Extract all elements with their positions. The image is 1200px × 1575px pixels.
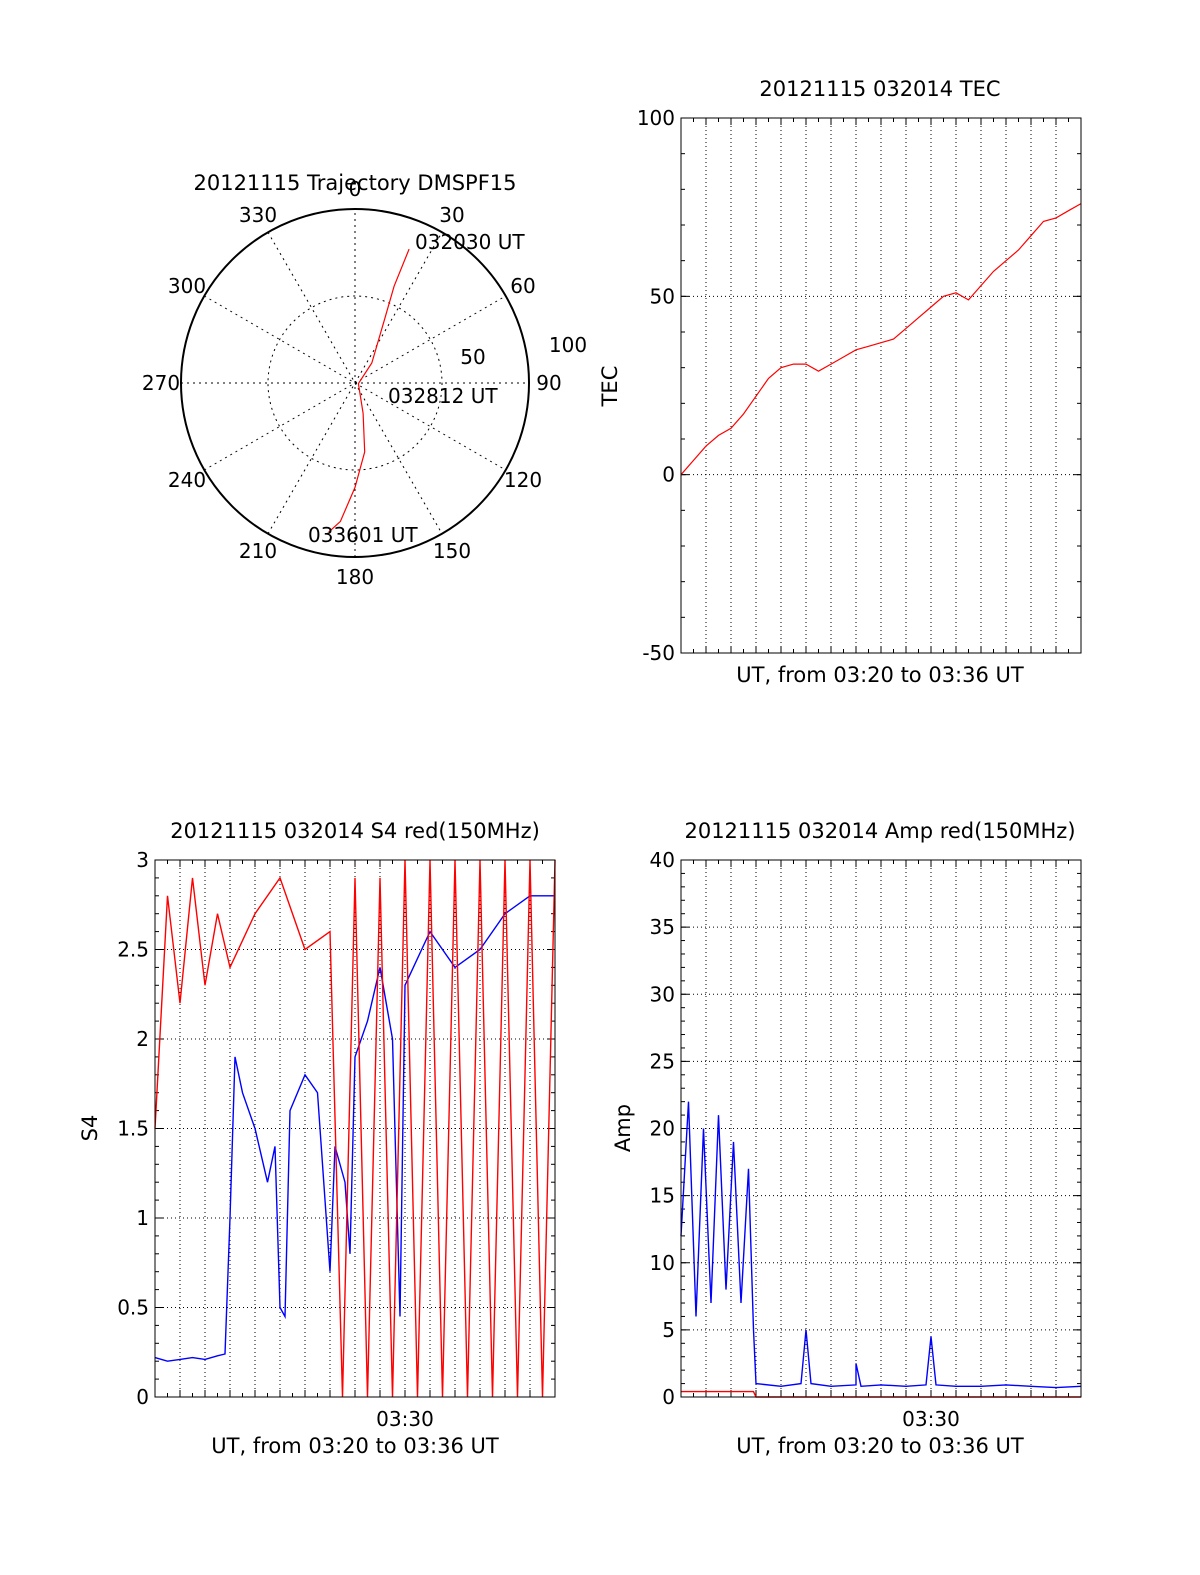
polar-grid (180, 208, 530, 558)
amp-ylabel: Amp (611, 1104, 635, 1152)
amp-frame (680, 859, 1082, 1398)
tec-ylabel: TEC (598, 366, 622, 408)
y-tick-label: 10 (650, 1251, 675, 1275)
polar-angle-label: 330 (239, 203, 277, 227)
amp-xlabel: UT, from 03:20 to 03:36 UT (736, 1434, 1024, 1458)
polar-angle-labels: 0 30 60 90 120 150 180 210 240 270 300 330 (142, 177, 562, 589)
polar-inner-circle (267, 295, 443, 471)
polar-spoke (267, 232, 443, 534)
amp-ticks: 0 5 10 15 20 25 30 35 40 (650, 848, 1082, 1409)
s4-xlabel: UT, from 03:20 to 03:36 UT (211, 1434, 499, 1458)
y-tick-label: 35 (650, 915, 675, 939)
y-tick-label: 5 (662, 1318, 675, 1342)
series-line-0 (680, 1101, 1082, 1389)
amp-title: 20121115 032014 Amp red(150MHz) (684, 819, 1075, 843)
trajectory-mid-label: 032812 UT (388, 384, 498, 408)
polar-radial-label: 100 (549, 333, 587, 357)
y-tick-label: 0 (662, 463, 675, 487)
s4-title: 20121115 032014 S4 red(150MHz) (170, 819, 540, 843)
tec-ticks: -50 0 50 100 (637, 106, 1082, 665)
polar-angle-label: 270 (142, 371, 180, 395)
polar-angle-label: 180 (336, 565, 374, 589)
polar-angle-label: 0 (349, 177, 362, 201)
polar-title: 20121115 Trajectory DMSPF15 (193, 171, 516, 195)
polar-angle-label: 120 (504, 468, 542, 492)
y-tick-label: 15 (650, 1184, 675, 1208)
polar-radial-labels: 50 100 (460, 333, 587, 369)
y-tick-label: 100 (637, 106, 675, 130)
y-tick-label: 50 (650, 284, 675, 308)
y-tick-label: -50 (642, 641, 675, 665)
y-tick-label: 0.5 (117, 1296, 149, 1320)
polar-angle-label: 210 (239, 539, 277, 563)
polar-radial-label: 50 (460, 345, 485, 369)
tec-xlabel: UT, from 03:20 to 03:36 UT (736, 663, 1024, 687)
y-tick-label: 1.5 (117, 1117, 149, 1141)
y-tick-label: 2.5 (117, 938, 149, 962)
s4-series (154, 859, 556, 1398)
polar-angle-label: 150 (433, 539, 471, 563)
s4-ylabel: S4 (78, 1115, 102, 1142)
trajectory-start-label: 032030 UT (415, 230, 525, 254)
s4-frame (154, 859, 556, 1398)
s4-panel: 20121115 032014 S4 red(150MHz) 0 0.5 1 1.5 2… (78, 819, 556, 1458)
series-line-1 (154, 859, 556, 1398)
polar-angle-label: 30 (439, 203, 464, 227)
y-tick-label: 1 (136, 1206, 149, 1230)
series-line-0 (680, 203, 1082, 476)
polar-trajectory-panel: 20121115 Trajectory DMSPF15 0 30 60 90 120 15… (142, 171, 587, 589)
y-tick-label: 25 (650, 1049, 675, 1073)
trajectory-end-label: 033601 UT (308, 523, 418, 547)
tec-grid (681, 118, 1081, 653)
y-tick-label: 0 (136, 1385, 149, 1409)
polar-angle-label: 300 (168, 274, 206, 298)
trajectory-line (328, 248, 410, 533)
amp-panel: 20121115 032014 Amp red(150MHz) 0 5 10 15 20… (611, 819, 1082, 1458)
polar-angle-label: 240 (168, 468, 206, 492)
s4-xtick-0330: 03:30 (376, 1407, 434, 1431)
y-tick-label: 2 (136, 1027, 149, 1051)
series-line-0 (154, 895, 555, 1362)
y-tick-label: 0 (662, 1385, 675, 1409)
amp-grid (681, 860, 1081, 1397)
tec-title: 20121115 032014 TEC (759, 77, 1000, 101)
y-tick-label: 3 (136, 848, 149, 872)
amp-xtick-0330: 03:30 (902, 1407, 960, 1431)
y-tick-label: 30 (650, 982, 675, 1006)
polar-trajectory-line (328, 248, 410, 533)
polar-angle-label: 90 (536, 371, 561, 395)
y-tick-label: 20 (650, 1117, 675, 1141)
tec-frame (680, 117, 1082, 654)
y-tick-label: 40 (650, 848, 675, 872)
tec-panel: 20121115 032014 TEC -50 0 50 100 UT, from 0… (598, 77, 1082, 687)
polar-angle-label: 60 (510, 274, 535, 298)
s4-ticks: 0 0.5 1 1.5 2 2.5 3 (117, 848, 556, 1409)
tec-series (680, 203, 1082, 476)
